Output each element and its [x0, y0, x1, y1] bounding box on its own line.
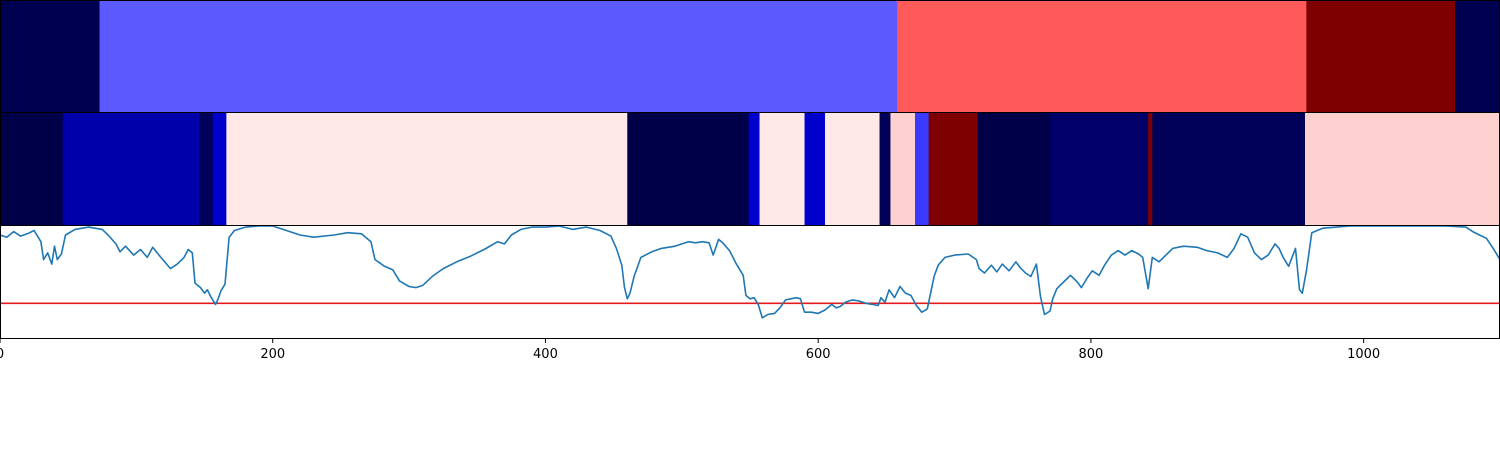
x-tick-label-800: 800: [1078, 347, 1103, 362]
top-segmentation-band-segment-3: [1306, 1, 1456, 112]
middle-segmentation-band-segment-7: [759, 113, 805, 225]
middle-segmentation-band-segment-15: [1050, 113, 1149, 225]
x-tick-label-0: 0: [0, 347, 4, 362]
middle-segmentation-band-segment-1: [62, 113, 200, 225]
top-segmentation-band-segment-0: [0, 1, 100, 112]
x-tick-label-1000: 1000: [1347, 347, 1380, 362]
line-plot-background: [0, 226, 1500, 338]
x-tick-label-600: 600: [806, 347, 831, 362]
top-segmentation-band-segment-4: [1455, 1, 1500, 112]
middle-segmentation-band-segment-17: [1152, 113, 1306, 225]
top-segmentation-band: [0, 1, 1500, 112]
middle-segmentation-band-segment-18: [1305, 113, 1500, 225]
x-tick-label-200: 200: [260, 347, 285, 362]
x-tick-label-400: 400: [533, 347, 558, 362]
line-plot-panel: [0, 225, 1500, 338]
middle-segmentation-band: [0, 113, 1500, 225]
middle-segmentation-band-segment-6: [748, 113, 760, 225]
middle-segmentation-band-segment-16: [1148, 113, 1153, 225]
top-segmentation-band-segment-1: [99, 1, 898, 112]
x-axis: 0 200 400 600 800 1000: [0, 338, 1380, 362]
middle-segmentation-band-segment-8: [804, 113, 826, 225]
middle-segmentation-band-segment-3: [212, 113, 227, 225]
middle-segmentation-band-segment-5: [627, 113, 750, 225]
middle-segmentation-band-segment-13: [928, 113, 979, 225]
middle-segmentation-band-segment-4: [226, 113, 628, 225]
middle-segmentation-band-segment-9: [825, 113, 880, 225]
middle-segmentation-band-segment-10: [879, 113, 891, 225]
middle-segmentation-band-segment-12: [915, 113, 930, 225]
middle-segmentation-band-segment-0: [0, 113, 64, 225]
middle-segmentation-band-segment-2: [199, 113, 214, 225]
top-segmentation-band-segment-2: [897, 1, 1307, 112]
signal-series-line: [0, 225, 1500, 319]
middle-segmentation-band-segment-14: [977, 113, 1051, 225]
middle-segmentation-band-segment-11: [890, 113, 916, 225]
